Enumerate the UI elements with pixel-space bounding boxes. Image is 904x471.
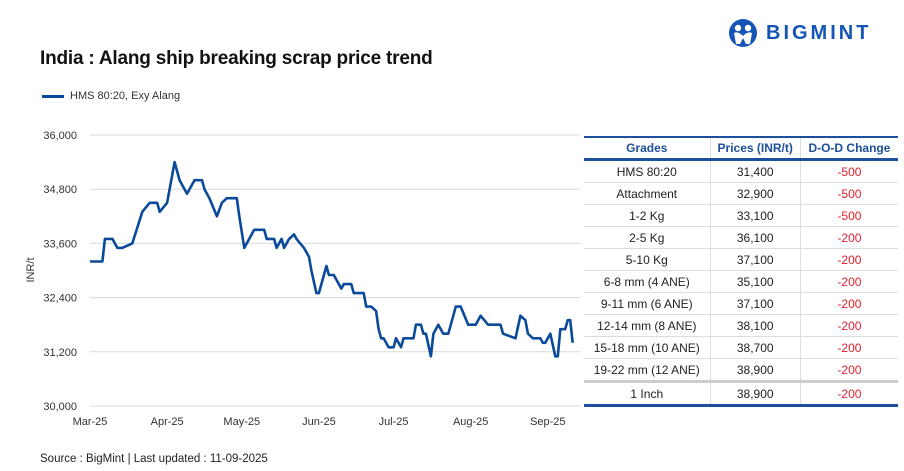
table-row: 15-18 mm (10 ANE) 38,700 -200 bbox=[584, 336, 898, 359]
table-row: 2-5 Kg 36,100 -200 bbox=[584, 226, 898, 249]
chart-title: India : Alang ship breaking scrap price … bbox=[40, 48, 433, 69]
price-cell: 38,900 bbox=[710, 358, 801, 382]
table-row: 12-14 mm (8 ANE) 38,100 -200 bbox=[584, 314, 898, 337]
table-row: 1 Inch 38,900 -200 bbox=[584, 380, 898, 407]
change-cell: -200 bbox=[800, 336, 898, 359]
grade-cell: 19-22 mm (12 ANE) bbox=[584, 358, 711, 382]
table-row: 19-22 mm (12 ANE) 38,900 -200 bbox=[584, 358, 898, 382]
bigmint-logo-text: BIGMINT bbox=[766, 21, 872, 44]
price-cell: 37,100 bbox=[710, 248, 801, 271]
x-tick-label: Jun-25 bbox=[302, 416, 336, 428]
x-tick-label: Sep-25 bbox=[530, 416, 565, 428]
price-cell: 38,900 bbox=[710, 380, 801, 407]
table-row: 9-11 mm (6 ANE) 37,100 -200 bbox=[584, 292, 898, 315]
y-tick-label: 30,000 bbox=[43, 401, 77, 413]
change-cell: -500 bbox=[800, 182, 898, 205]
price-cell: 32,900 bbox=[710, 182, 801, 205]
price-cell: 33,100 bbox=[710, 204, 801, 227]
legend: HMS 80:20, Exy Alang bbox=[42, 90, 180, 102]
grade-cell: 6-8 mm (4 ANE) bbox=[584, 270, 711, 293]
bigmint-logo-icon bbox=[729, 19, 757, 47]
price-cell: 36,100 bbox=[710, 226, 801, 249]
line-chart: 30,000 31,200 32,400 33,600 34,800 36,000 Mar… bbox=[25, 130, 580, 428]
grade-cell: 2-5 Kg bbox=[584, 226, 711, 249]
table-row: 1-2 Kg 33,100 -500 bbox=[584, 204, 898, 227]
grade-cell: 9-11 mm (6 ANE) bbox=[584, 292, 711, 315]
x-tick-label: May-25 bbox=[223, 416, 260, 428]
price-cell: 37,100 bbox=[710, 292, 801, 315]
price-cell: 35,100 bbox=[710, 270, 801, 293]
column-header: Prices (INR/t) bbox=[710, 136, 801, 161]
change-cell: -500 bbox=[800, 204, 898, 227]
x-tick-label: Mar-25 bbox=[73, 416, 108, 428]
column-header: D-O-D Change bbox=[800, 136, 898, 161]
x-tick-label: Apr-25 bbox=[151, 416, 184, 428]
change-cell: -200 bbox=[800, 314, 898, 337]
y-axis-label: INR/t bbox=[25, 257, 37, 282]
price-cell: 31,400 bbox=[710, 159, 801, 183]
grade-cell: Attachment bbox=[584, 182, 711, 205]
change-cell: -500 bbox=[800, 159, 898, 183]
price-cell: 38,700 bbox=[710, 336, 801, 359]
bigmint-logo: BIGMINT bbox=[728, 18, 871, 48]
price-cell: 38,100 bbox=[710, 314, 801, 337]
table-row: 5-10 Kg 37,100 -200 bbox=[584, 248, 898, 271]
table-row: 6-8 mm (4 ANE) 35,100 -200 bbox=[584, 270, 898, 293]
table-row: Attachment 32,900 -500 bbox=[584, 182, 898, 205]
grade-cell: 12-14 mm (8 ANE) bbox=[584, 314, 711, 337]
table-row: HMS 80:20 31,400 -500 bbox=[584, 159, 898, 183]
grade-cell: 1 Inch bbox=[584, 380, 711, 407]
y-tick-label: 31,200 bbox=[43, 347, 77, 359]
change-cell: -200 bbox=[800, 292, 898, 315]
change-cell: -200 bbox=[800, 248, 898, 271]
legend-swatch bbox=[42, 94, 64, 98]
source-note: Source : BigMint | Last updated : 11-09-… bbox=[40, 453, 268, 465]
x-tick-label: Aug-25 bbox=[453, 416, 488, 428]
y-tick-label: 32,400 bbox=[43, 293, 77, 305]
change-cell: -200 bbox=[800, 380, 898, 407]
y-tick-label: 33,600 bbox=[43, 238, 77, 250]
y-tick-label: 34,800 bbox=[43, 184, 77, 196]
grade-cell: HMS 80:20 bbox=[584, 159, 711, 183]
change-cell: -200 bbox=[800, 226, 898, 249]
change-cell: -200 bbox=[800, 358, 898, 382]
change-cell: -200 bbox=[800, 270, 898, 293]
legend-label: HMS 80:20, Exy Alang bbox=[70, 90, 181, 102]
price-table: Grades Prices (INR/t) D-O-D Change HMS 80:… bbox=[584, 136, 898, 407]
series-line-hms-80-20 bbox=[90, 160, 574, 358]
column-header: Grades bbox=[584, 136, 711, 161]
grade-cell: 1-2 Kg bbox=[584, 204, 711, 227]
y-tick-label: 36,000 bbox=[43, 130, 77, 142]
grade-cell: 5-10 Kg bbox=[584, 248, 711, 271]
x-tick-label: Jul-25 bbox=[379, 416, 409, 428]
grade-cell: 15-18 mm (10 ANE) bbox=[584, 336, 711, 359]
